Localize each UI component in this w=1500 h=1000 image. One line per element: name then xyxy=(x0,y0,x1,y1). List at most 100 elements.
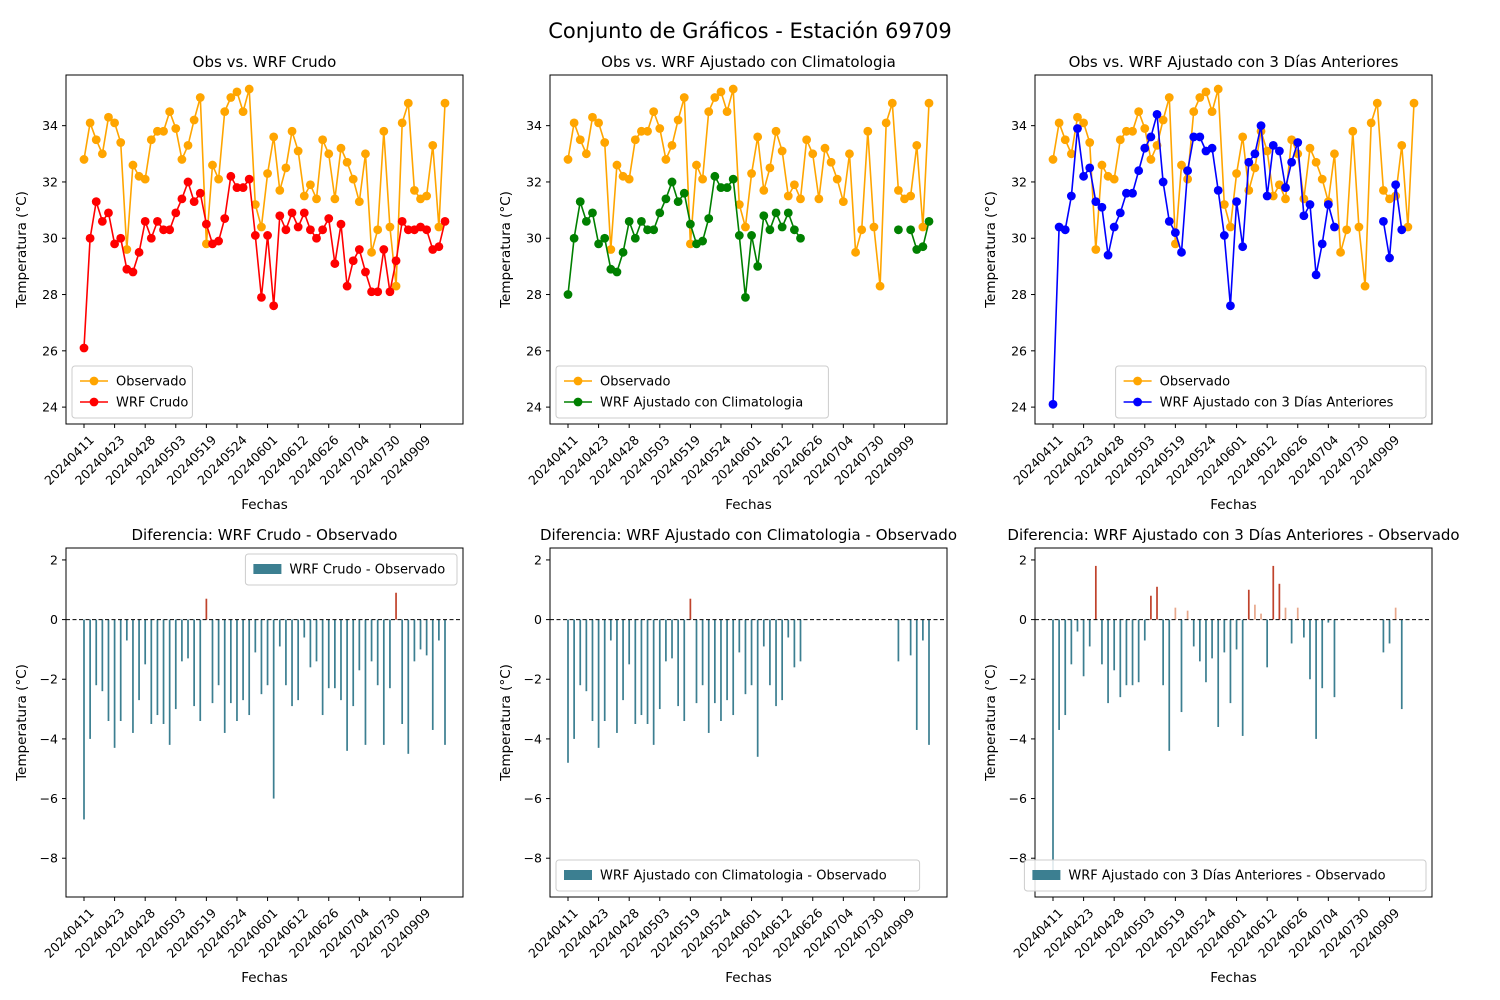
data-point xyxy=(924,216,934,226)
data-point xyxy=(741,292,750,302)
data-point xyxy=(722,183,732,192)
data-point xyxy=(238,107,248,116)
data-point xyxy=(269,132,279,142)
bar xyxy=(775,619,777,707)
bar xyxy=(144,619,147,665)
data-point xyxy=(1268,191,1278,201)
data-point xyxy=(1097,160,1107,170)
chart-title: Obs vs. WRF Ajustado con 3 Días Anterior… xyxy=(1069,53,1399,71)
x-axis-label: Fechas xyxy=(725,970,772,986)
y-tick-label: 34 xyxy=(1011,118,1027,133)
bar xyxy=(358,619,361,671)
data-point xyxy=(704,107,714,116)
bar xyxy=(573,619,575,739)
data-point xyxy=(1348,126,1358,136)
bar xyxy=(1217,619,1220,727)
data-point xyxy=(348,256,358,266)
data-point xyxy=(208,160,217,170)
data-point xyxy=(1207,143,1217,153)
data-point xyxy=(195,93,205,102)
bar xyxy=(677,619,679,707)
bar xyxy=(671,619,673,659)
data-point xyxy=(704,214,714,223)
data-point xyxy=(1085,163,1095,173)
axes-frame xyxy=(1034,74,1433,425)
data-point xyxy=(134,247,144,257)
data-point xyxy=(894,185,903,195)
data-point xyxy=(244,174,254,184)
bar xyxy=(260,619,263,695)
bar xyxy=(591,619,594,722)
y-tick-label: 32 xyxy=(526,174,542,189)
data-point xyxy=(1140,124,1150,133)
bar xyxy=(242,619,244,701)
bar xyxy=(382,619,385,745)
data-point xyxy=(97,216,107,226)
legend-marker xyxy=(1133,376,1142,386)
data-point xyxy=(318,135,328,145)
y-tick-label: −2 xyxy=(40,672,58,687)
data-point xyxy=(385,222,395,232)
data-point xyxy=(397,118,407,128)
data-point xyxy=(796,233,805,243)
legend-label: WRF Crudo xyxy=(116,396,188,411)
chart-title: Diferencia: WRF Ajustado con 3 Días Ante… xyxy=(1007,526,1459,544)
data-point xyxy=(1299,211,1309,221)
data-point xyxy=(881,118,891,128)
data-point xyxy=(183,140,193,150)
data-point xyxy=(869,222,879,232)
x-axis-label: Fechas xyxy=(241,497,288,513)
bar xyxy=(278,619,281,647)
bar xyxy=(897,619,900,662)
data-point xyxy=(845,149,854,159)
data-point xyxy=(171,208,181,218)
bar xyxy=(419,619,422,650)
data-point xyxy=(1085,138,1095,147)
data-point xyxy=(1213,84,1223,94)
data-point xyxy=(165,225,175,235)
bar xyxy=(756,619,759,757)
bar xyxy=(1076,619,1079,632)
legend-marker xyxy=(573,397,583,407)
data-point xyxy=(1293,138,1303,147)
data-point xyxy=(1183,166,1193,176)
data-point xyxy=(116,138,126,147)
data-point xyxy=(637,126,646,136)
y-tick-label: −2 xyxy=(1009,672,1027,687)
bar xyxy=(1125,619,1128,686)
data-point xyxy=(373,225,383,235)
data-point xyxy=(257,222,266,232)
data-point xyxy=(851,247,860,257)
data-point xyxy=(1244,157,1254,167)
data-point xyxy=(1164,93,1174,102)
y-tick-label: 2 xyxy=(50,552,58,567)
data-point xyxy=(146,233,156,243)
bar xyxy=(315,619,318,662)
data-point xyxy=(1109,222,1119,232)
y-tick-label: 32 xyxy=(42,174,58,189)
bar xyxy=(567,619,569,763)
data-point xyxy=(802,135,812,145)
data-point xyxy=(1385,253,1394,263)
data-point xyxy=(269,301,279,311)
data-point xyxy=(293,222,303,232)
data-point xyxy=(728,84,738,94)
axes-frame xyxy=(65,74,464,425)
data-point xyxy=(79,155,89,164)
data-point xyxy=(685,239,695,249)
bar xyxy=(107,619,110,722)
data-point xyxy=(637,216,646,226)
bar xyxy=(1229,619,1232,704)
chart-panel-2: Obs vs. WRF Ajustado con Climatologia 24 2… xyxy=(498,53,948,513)
plot-area xyxy=(563,84,934,302)
bar xyxy=(922,619,924,641)
legend-label: WRF Ajustado con Climatologia - Observad… xyxy=(600,869,887,884)
data-point xyxy=(397,216,407,226)
data-point xyxy=(171,124,181,133)
data-point xyxy=(612,267,622,277)
data-point xyxy=(765,225,775,235)
data-point xyxy=(1048,155,1058,164)
data-point xyxy=(1128,188,1137,198)
data-point xyxy=(1091,197,1101,207)
bar xyxy=(425,619,428,656)
